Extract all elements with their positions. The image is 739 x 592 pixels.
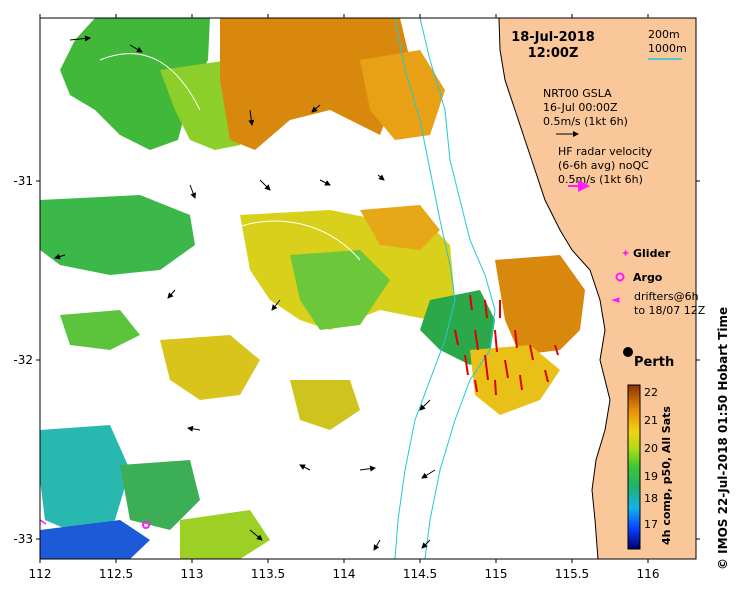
sst-patch-coast-green (420, 290, 495, 365)
x-tick-label: 115.5 (555, 567, 589, 581)
argo-symbol (615, 272, 625, 282)
colorbar (627, 384, 641, 550)
colorbar-tick: 17 (644, 518, 658, 531)
sst-layer (40, 18, 585, 559)
city-label: Perth (634, 355, 674, 370)
colorbar-tick: 21 (644, 414, 658, 427)
gsla-contours (59, 53, 361, 331)
x-tick-label: 113 (181, 567, 204, 581)
x-axis-labels: 112 112.5 113 113.5 114 114.5 115 115.5 … (29, 567, 660, 581)
sst-patch-north-orange2 (360, 50, 445, 140)
hf-title: HF radar velocity (558, 145, 653, 158)
glider-label: Glider (633, 247, 671, 260)
sst-patch-mid-yellow2 (290, 380, 360, 430)
x-tick-label: 114 (333, 567, 356, 581)
plot-frame (39, 17, 697, 560)
y-tick-label: -33 (13, 532, 33, 546)
isobaths (394, 18, 496, 559)
sst-patch-west-bluegreen (60, 310, 140, 350)
argo-markers (142, 521, 150, 529)
axis-ticks (36, 14, 700, 563)
isobath-200m (419, 18, 496, 559)
sst-patch-coast-orange (495, 255, 585, 355)
colorbar-label: 4h comp, p50, All Sats (660, 406, 673, 545)
colorbar-tick: 19 (644, 470, 658, 483)
gsla-scale: 0.5m/s (1kt 6h) (543, 115, 628, 128)
y-axis-labels: -31 -32 -33 (13, 174, 33, 546)
drifter-symbol: ◄ (611, 293, 620, 306)
drifter-track (40, 519, 47, 525)
credit-text: © IMOS 22-Jul-2018 01:50 Hobart Time (716, 307, 730, 570)
x-tick-label: 113.5 (251, 567, 285, 581)
land-australia (498, 18, 696, 559)
colorbar-tick: 22 (644, 386, 658, 399)
gsla-date: 16-Jul 00:00Z (543, 101, 618, 114)
glider-symbol: ✦ (621, 247, 630, 260)
hf-subtitle: (6-6h avg) noQC (558, 159, 649, 172)
hf-radar-arrows (454, 294, 559, 396)
x-tick-label: 115 (485, 567, 508, 581)
x-tick-label: 112 (29, 567, 52, 581)
y-tick-label: -32 (13, 353, 33, 367)
gsla-title: NRT00 GSLA (543, 87, 612, 100)
map-time: 12:00Z (528, 46, 579, 61)
x-tick-label: 114.5 (403, 567, 437, 581)
colorbar-ticks: 22 21 20 19 18 17 (644, 386, 658, 531)
sst-patch-nw-green (60, 18, 210, 150)
bathy-legend-1000m: 1000m (648, 42, 687, 55)
drifters-label-2: to 18/07 12Z (634, 304, 706, 317)
bathy-legend-200m: 200m (648, 28, 680, 41)
isobath-1000m (394, 18, 456, 559)
sst-patch-mid-yellow (160, 335, 260, 400)
y-tick-label: -31 (13, 174, 33, 188)
colorbar-tick: 20 (644, 442, 658, 455)
sst-patch-center-green (290, 250, 390, 330)
sst-patch-sw-cyan (40, 425, 130, 535)
argo-label: Argo (633, 271, 663, 284)
drifters-label-1: drifters@6h (634, 290, 699, 303)
colorbar-tick: 18 (644, 492, 658, 505)
sst-patch-west-green (40, 195, 195, 275)
sst-patch-center-orange (360, 205, 440, 250)
sst-patch-north-orange (220, 18, 410, 150)
sst-patch-s-yellowgreen (180, 510, 270, 559)
x-tick-label: 116 (637, 567, 660, 581)
sst-patch-sw-blue (40, 520, 150, 559)
map-date: 18-Jul-2018 (511, 30, 595, 45)
sst-patch-sw-green (120, 460, 200, 530)
hf-scale: 0.5m/s (1kt 6h) (558, 173, 643, 186)
sst-patch-coast-yellow (470, 345, 560, 415)
gsla-arrows (54, 35, 436, 551)
perth-marker (623, 347, 633, 357)
x-tick-label: 112.5 (99, 567, 133, 581)
